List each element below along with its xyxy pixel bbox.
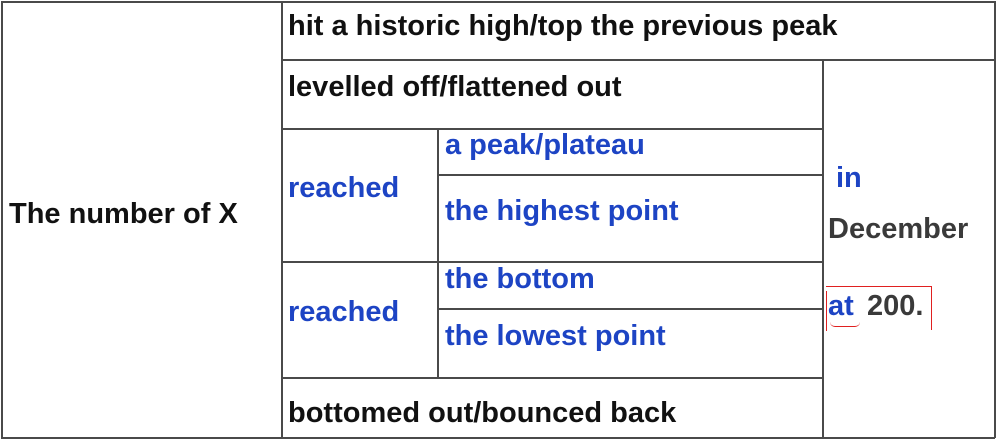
subject-cell: The number of X	[9, 198, 238, 230]
row-divider-3	[437, 174, 823, 176]
row-divider-4	[281, 261, 823, 263]
option-peak-plateau: a peak/plateau	[445, 129, 645, 161]
value-number: 200.	[867, 290, 924, 322]
annotation-left-stroke	[826, 291, 827, 331]
option-lowest-point: the lowest point	[445, 320, 666, 352]
value-preposition-at: at	[828, 290, 854, 322]
table-border-left	[1, 1, 3, 438]
time-month: December	[828, 213, 969, 245]
phrase-historic-high: hit a historic high/top the previous pea…	[288, 10, 838, 42]
row-divider-1	[281, 59, 995, 61]
option-highest-point: the highest point	[445, 195, 679, 227]
phrase-bottomed-out: bottomed out/bounced back	[288, 397, 677, 429]
verb-reached-low: reached	[288, 296, 400, 328]
row-divider-6	[281, 377, 823, 379]
verb-reached-high: reached	[288, 172, 400, 204]
column-divider-time	[822, 59, 824, 438]
table-border-right	[994, 1, 996, 438]
table-border-top	[1, 1, 995, 3]
phrase-levelled-off: levelled off/flattened out	[288, 71, 622, 103]
row-divider-2	[281, 128, 823, 130]
option-bottom: the bottom	[445, 263, 595, 295]
column-divider-subject	[281, 1, 283, 438]
row-divider-5	[437, 308, 823, 310]
time-preposition-in: in	[836, 162, 862, 194]
column-divider-verb	[437, 128, 439, 377]
table-border-bottom	[1, 437, 995, 439]
